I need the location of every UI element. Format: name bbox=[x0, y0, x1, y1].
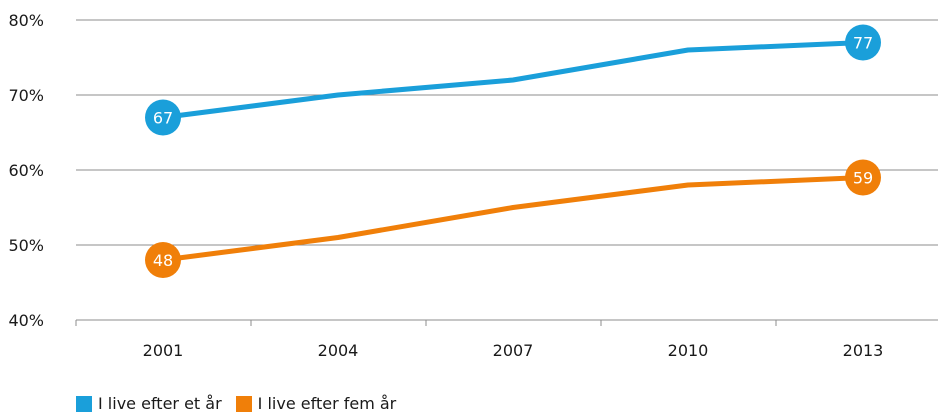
legend-swatch-series-1 bbox=[76, 395, 92, 412]
x-tick-label: 2007 bbox=[493, 341, 534, 360]
y-tick-label: 80% bbox=[8, 11, 44, 30]
x-axis-tick-labels: 2001 2004 2007 2010 2013 bbox=[143, 341, 884, 360]
data-point-marker bbox=[845, 24, 881, 61]
legend-item-series-2: I live efter fem år bbox=[235, 394, 397, 413]
data-label: 48 bbox=[153, 251, 173, 270]
data-label-markers: 67 77 48 59 bbox=[145, 24, 881, 278]
data-point-marker bbox=[145, 99, 181, 136]
x-tick-label: 2013 bbox=[843, 341, 884, 360]
x-tick-label: 2001 bbox=[143, 341, 184, 360]
series-lines bbox=[160, 40, 866, 263]
data-label: 59 bbox=[853, 169, 873, 188]
legend-swatch-series-2 bbox=[235, 395, 252, 412]
legend-label-series-1: I live efter et år bbox=[98, 394, 222, 413]
y-tick-label: 60% bbox=[8, 161, 44, 180]
x-tick-label: 2004 bbox=[318, 341, 359, 360]
line-chart: 40% 50% 60% 70% 80% 2001 2004 2007 2010 2013 67 7… bbox=[8, 11, 938, 360]
data-point-marker bbox=[845, 159, 881, 196]
y-tick-label: 50% bbox=[8, 236, 44, 255]
data-label: 67 bbox=[153, 109, 173, 128]
data-label: 77 bbox=[853, 34, 873, 53]
y-tick-label: 40% bbox=[8, 311, 44, 330]
series-line-1 bbox=[160, 40, 866, 120]
series-line-2 bbox=[160, 175, 866, 263]
legend-label-series-2: I live efter fem år bbox=[257, 394, 397, 413]
legend-item-series-1: I live efter et år bbox=[76, 394, 222, 413]
gridlines bbox=[76, 19, 938, 246]
y-tick-label: 70% bbox=[8, 86, 44, 105]
x-axis bbox=[75, 319, 938, 326]
legend: I live efter et år I live efter fem år bbox=[76, 394, 410, 413]
y-axis-tick-labels: 40% 50% 60% 70% 80% bbox=[8, 11, 44, 330]
x-tick-label: 2010 bbox=[668, 341, 709, 360]
data-point-marker bbox=[145, 242, 181, 278]
